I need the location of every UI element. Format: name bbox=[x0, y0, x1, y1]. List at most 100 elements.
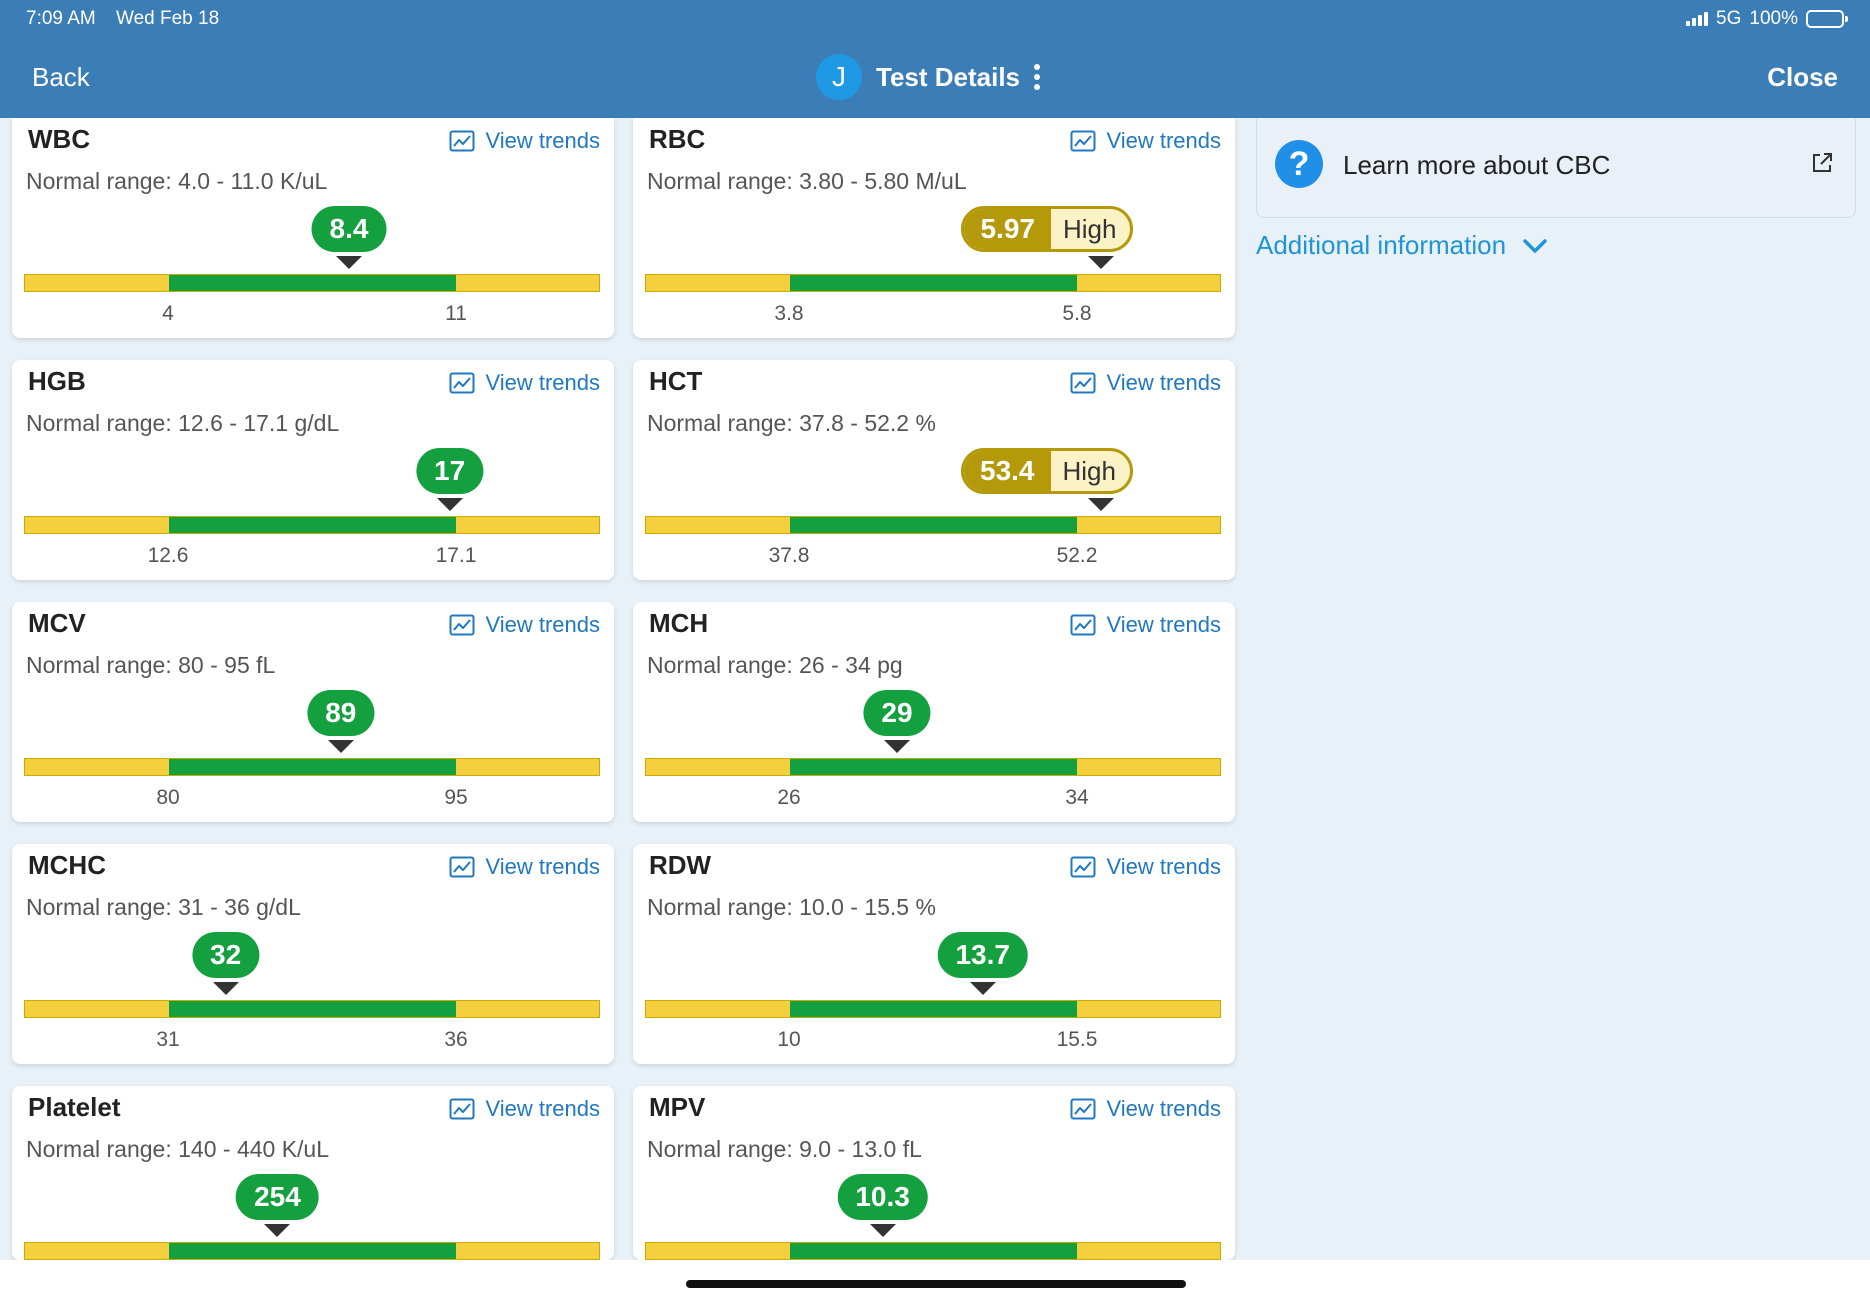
value-badge-high: 53.4 High bbox=[961, 448, 1133, 494]
range-low-label: 26 bbox=[777, 786, 801, 809]
trend-chart-icon bbox=[449, 130, 475, 152]
help-icon: ? bbox=[1275, 140, 1323, 188]
range-bar-high-segment bbox=[455, 275, 599, 291]
range-low-label: 10 bbox=[777, 1028, 801, 1051]
range-bar-normal-segment bbox=[789, 759, 1077, 775]
test-card-rdw: RDW View trends Normal range: 10.0 - 15.… bbox=[633, 844, 1235, 1064]
test-name: RBC bbox=[649, 124, 706, 154]
range-bar-low-segment bbox=[646, 275, 790, 291]
range-low-label: 31 bbox=[156, 1028, 180, 1051]
normal-range-value: 26 - 34 pg bbox=[799, 652, 903, 678]
normal-range: Normal range: 140 - 440 K/uL bbox=[26, 1136, 329, 1163]
trend-chart-icon bbox=[1070, 856, 1096, 878]
view-trends-link[interactable]: View trends bbox=[449, 128, 600, 154]
result-value: 32 bbox=[210, 939, 242, 970]
value-badge: 254 bbox=[236, 1174, 319, 1220]
status-indicators: 5G 100% bbox=[1686, 8, 1848, 30]
range-bar bbox=[24, 274, 600, 292]
view-trends-link[interactable]: View trends bbox=[1070, 612, 1221, 638]
range-bar bbox=[24, 1242, 600, 1260]
range-high-label: 5.8 bbox=[1062, 302, 1092, 325]
test-card-mchc: MCHC View trends Normal range: 31 - 36 g… bbox=[12, 844, 614, 1064]
top-header: 7:09 AM Wed Feb 18 5G 100% Back J Test D… bbox=[0, 0, 1870, 118]
normal-range-prefix: Normal range: bbox=[26, 1136, 179, 1162]
view-trends-label: View trends bbox=[1106, 370, 1221, 395]
range-high-label: 52.2 bbox=[1056, 544, 1098, 567]
view-trends-link[interactable]: View trends bbox=[449, 370, 600, 396]
normal-range-prefix: Normal range: bbox=[647, 168, 800, 194]
range-bar-normal-segment bbox=[789, 1001, 1077, 1017]
more-options-icon[interactable] bbox=[1034, 64, 1041, 90]
range-bar bbox=[24, 758, 600, 776]
trend-chart-icon bbox=[1070, 614, 1096, 636]
status-time: 7:09 AM bbox=[26, 8, 96, 29]
normal-range-prefix: Normal range: bbox=[647, 894, 800, 920]
range-low-label: 37.8 bbox=[768, 544, 810, 567]
value-marker bbox=[436, 498, 463, 511]
view-trends-label: View trends bbox=[1106, 854, 1221, 879]
view-trends-label: View trends bbox=[1106, 1096, 1221, 1121]
range-high-label: 15.5 bbox=[1056, 1028, 1098, 1051]
test-name: RDW bbox=[649, 850, 712, 880]
range-bar-normal-segment bbox=[168, 1243, 456, 1259]
additional-information-toggle[interactable]: Additional information bbox=[1256, 230, 1548, 261]
range-bar-low-segment bbox=[646, 1243, 790, 1259]
status-date: Wed Feb 18 bbox=[116, 8, 220, 29]
view-trends-link[interactable]: View trends bbox=[449, 612, 600, 638]
back-button[interactable]: Back bbox=[32, 62, 90, 92]
view-trends-label: View trends bbox=[485, 128, 600, 153]
range-low-label: 80 bbox=[156, 786, 180, 809]
normal-range: Normal range: 12.6 - 17.1 g/dL bbox=[26, 410, 339, 437]
additional-information-label: Additional information bbox=[1256, 230, 1507, 260]
result-flag: High bbox=[1062, 213, 1117, 244]
view-trends-label: View trends bbox=[485, 612, 600, 637]
normal-range: Normal range: 37.8 - 52.2 % bbox=[647, 410, 936, 437]
value-badge: 17 bbox=[416, 448, 484, 494]
view-trends-link[interactable]: View trends bbox=[449, 1096, 600, 1122]
result-value: 10.3 bbox=[855, 1181, 910, 1212]
value-marker bbox=[969, 982, 996, 995]
view-trends-link[interactable]: View trends bbox=[1070, 128, 1221, 154]
normal-range: Normal range: 9.0 - 13.0 fL bbox=[647, 1136, 922, 1163]
normal-range-value: 10.0 - 15.5 % bbox=[799, 894, 936, 920]
external-link-icon bbox=[1813, 153, 1832, 172]
range-bar-normal-segment bbox=[168, 1001, 456, 1017]
home-indicator[interactable] bbox=[686, 1280, 1186, 1288]
normal-range-prefix: Normal range: bbox=[647, 410, 800, 436]
range-low-label: 12.6 bbox=[147, 544, 189, 567]
normal-range: Normal range: 80 - 95 fL bbox=[26, 652, 275, 679]
close-button[interactable]: Close bbox=[1767, 62, 1838, 92]
range-bar-high-segment bbox=[1076, 1243, 1220, 1259]
result-value: 8.4 bbox=[329, 213, 369, 244]
chevron-down-icon bbox=[1523, 238, 1547, 253]
value-marker bbox=[327, 740, 354, 753]
learn-more-card[interactable]: ? Learn more about CBC bbox=[1256, 118, 1856, 218]
test-card-platelet: Platelet View trends Normal range: 140 -… bbox=[12, 1086, 614, 1260]
trend-chart-icon bbox=[449, 856, 475, 878]
range-bar bbox=[24, 516, 600, 534]
range-bar-low-segment bbox=[646, 759, 790, 775]
avatar[interactable]: J bbox=[816, 54, 862, 100]
test-name: Platelet bbox=[28, 1092, 121, 1122]
normal-range: Normal range: 3.80 - 5.80 M/uL bbox=[647, 168, 967, 195]
value-marker bbox=[869, 1224, 896, 1237]
trend-chart-icon bbox=[1070, 130, 1096, 152]
range-bar-high-segment bbox=[455, 759, 599, 775]
view-trends-label: View trends bbox=[485, 370, 600, 395]
view-trends-link[interactable]: View trends bbox=[1070, 1096, 1221, 1122]
result-value: 5.97 bbox=[964, 209, 1051, 249]
result-value: 17 bbox=[434, 455, 466, 486]
normal-range: Normal range: 26 - 34 pg bbox=[647, 652, 903, 679]
result-value: 29 bbox=[881, 697, 913, 728]
view-trends-link[interactable]: View trends bbox=[1070, 370, 1221, 396]
view-trends-link[interactable]: View trends bbox=[449, 854, 600, 880]
range-bar-normal-segment bbox=[168, 275, 456, 291]
range-bar-low-segment bbox=[25, 759, 169, 775]
normal-range-prefix: Normal range: bbox=[26, 168, 179, 194]
learn-more-label: Learn more about CBC bbox=[1343, 150, 1611, 180]
view-trends-link[interactable]: View trends bbox=[1070, 854, 1221, 880]
range-bar-low-segment bbox=[646, 517, 790, 533]
normal-range-prefix: Normal range: bbox=[26, 652, 179, 678]
range-bar bbox=[645, 516, 1221, 534]
range-low-label: 3.8 bbox=[774, 302, 804, 325]
